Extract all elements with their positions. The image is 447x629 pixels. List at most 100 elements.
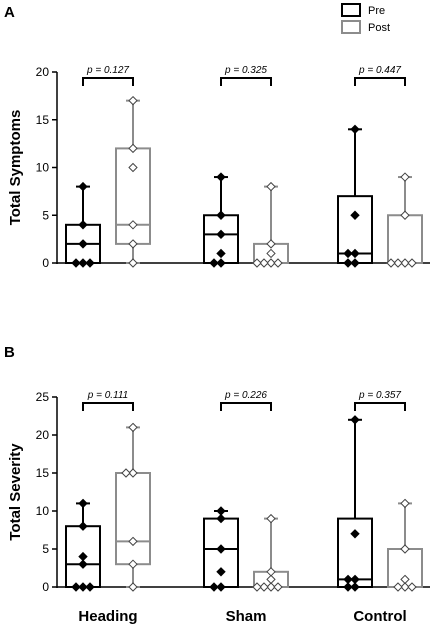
data-point-post bbox=[400, 544, 410, 554]
data-point-post bbox=[400, 574, 410, 585]
y-tick-label: 20 bbox=[36, 428, 50, 442]
box-iqr bbox=[387, 214, 423, 264]
data-point-pre bbox=[216, 248, 226, 259]
data-point-pre bbox=[216, 513, 226, 524]
data-point-pre bbox=[350, 582, 360, 592]
significance-bracket bbox=[82, 77, 134, 86]
data-point-pre bbox=[350, 529, 360, 539]
box-post-heading bbox=[115, 422, 151, 592]
data-point-pre bbox=[71, 582, 81, 592]
p-value-label: p = 0.111 bbox=[87, 390, 129, 401]
data-point-post bbox=[128, 422, 138, 433]
data-point-post bbox=[121, 468, 131, 478]
category-label-sham: Sham bbox=[226, 608, 267, 625]
data-point-post bbox=[128, 143, 138, 154]
box-pre-control bbox=[337, 415, 373, 592]
y-tick-label: 0 bbox=[42, 256, 49, 270]
box-post-sham bbox=[252, 181, 289, 268]
data-point-pre bbox=[350, 415, 360, 425]
box-pre-control bbox=[337, 124, 373, 268]
data-point-post bbox=[266, 513, 276, 524]
y-tick-label: 15 bbox=[36, 113, 50, 127]
box-iqr bbox=[115, 147, 151, 245]
panel-letter: B bbox=[4, 344, 15, 361]
p-value-label: p = 0.325 bbox=[224, 65, 267, 76]
data-point-post bbox=[252, 582, 262, 592]
p-value-label: p = 0.447 bbox=[358, 65, 401, 76]
data-point-post bbox=[273, 582, 283, 592]
data-point-post bbox=[266, 567, 276, 577]
data-point-pre bbox=[216, 210, 226, 220]
data-point-pre bbox=[350, 574, 360, 585]
data-point-pre bbox=[216, 229, 226, 240]
data-point-pre bbox=[350, 210, 360, 220]
y-tick-label: 20 bbox=[36, 65, 50, 79]
data-point-post bbox=[400, 258, 410, 268]
legend-swatch-post bbox=[341, 20, 361, 34]
box-pre-sham bbox=[203, 506, 239, 592]
data-point-pre bbox=[71, 258, 81, 268]
data-point-post bbox=[266, 248, 276, 259]
data-point-post bbox=[252, 258, 262, 268]
data-point-post bbox=[128, 162, 138, 173]
data-point-post bbox=[400, 210, 410, 220]
box-pre-sham bbox=[203, 172, 239, 268]
data-point-post bbox=[128, 536, 138, 547]
box-pre-heading bbox=[65, 498, 101, 592]
significance-bracket bbox=[220, 402, 272, 411]
data-point-pre bbox=[78, 181, 88, 192]
data-point-pre bbox=[343, 574, 353, 585]
data-point-pre bbox=[78, 521, 88, 531]
data-point-pre bbox=[350, 248, 360, 259]
data-point-pre bbox=[216, 544, 226, 554]
y-tick-label: 5 bbox=[42, 208, 49, 222]
box-iqr bbox=[115, 472, 151, 566]
data-point-post bbox=[407, 582, 417, 592]
data-point-pre bbox=[209, 582, 219, 592]
data-point-pre bbox=[78, 239, 88, 249]
data-point-post bbox=[128, 559, 138, 569]
p-value-label: p = 0.127 bbox=[86, 65, 129, 76]
data-point-post bbox=[407, 258, 417, 268]
legend-label-pre: Pre bbox=[368, 5, 385, 17]
data-point-post bbox=[400, 582, 410, 592]
data-point-pre bbox=[78, 258, 88, 268]
data-point-post bbox=[400, 498, 410, 509]
significance-bracket bbox=[220, 77, 272, 86]
data-point-pre bbox=[350, 258, 360, 268]
data-point-pre bbox=[216, 567, 226, 577]
significance-bracket bbox=[82, 402, 134, 411]
box-post-control bbox=[386, 172, 423, 268]
data-point-post bbox=[266, 239, 276, 249]
data-point-pre bbox=[85, 582, 95, 592]
data-point-post bbox=[400, 172, 410, 182]
y-axis-title: Total Symptoms bbox=[7, 110, 24, 226]
y-tick-label: 15 bbox=[36, 466, 50, 480]
data-point-post bbox=[273, 258, 283, 268]
box-post-sham bbox=[252, 513, 289, 592]
data-point-pre bbox=[343, 258, 353, 268]
y-tick-label: 0 bbox=[42, 580, 49, 594]
category-label-control: Control bbox=[353, 608, 406, 625]
data-point-pre bbox=[216, 582, 226, 592]
data-point-pre bbox=[78, 582, 88, 592]
data-point-pre bbox=[343, 582, 353, 592]
y-tick-label: 5 bbox=[42, 542, 49, 556]
data-point-post bbox=[266, 582, 276, 592]
data-point-pre bbox=[78, 551, 88, 562]
data-point-post bbox=[393, 258, 403, 268]
data-point-pre bbox=[216, 172, 226, 182]
data-point-post bbox=[266, 258, 276, 268]
y-axis-title: Total Severity bbox=[7, 443, 24, 541]
data-point-pre bbox=[85, 258, 95, 268]
data-point-post bbox=[128, 95, 138, 106]
p-value-label: p = 0.357 bbox=[358, 390, 401, 401]
box-post-heading bbox=[115, 95, 151, 268]
data-point-pre bbox=[216, 258, 226, 268]
y-tick-label: 25 bbox=[36, 390, 50, 404]
data-point-pre bbox=[216, 506, 226, 516]
data-point-pre bbox=[209, 258, 219, 268]
significance-bracket bbox=[354, 77, 406, 86]
legend-swatch-pre bbox=[341, 3, 361, 17]
